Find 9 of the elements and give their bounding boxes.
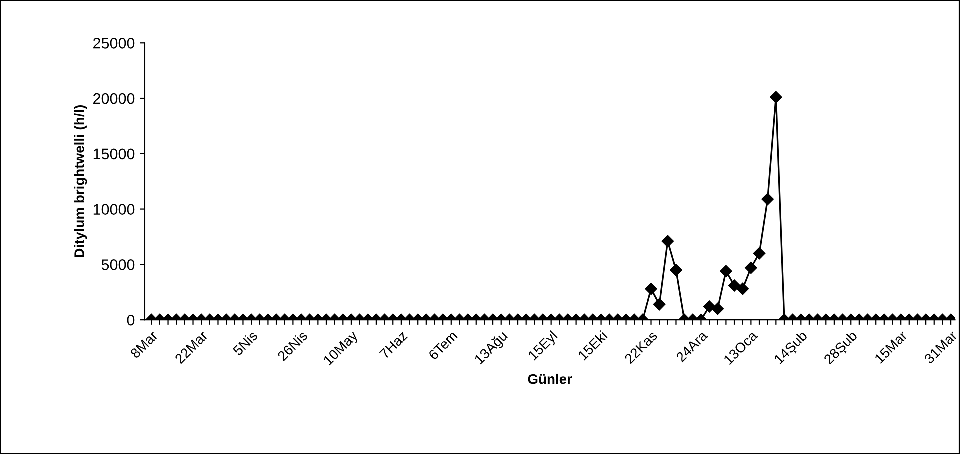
y-tick-label: 10000 [94, 204, 135, 215]
y-tick-label: 25000 [94, 38, 135, 49]
y-tick-label: 0 [127, 314, 135, 326]
y-tick-label: 20000 [94, 93, 135, 104]
y-tick-label: 15000 [94, 148, 135, 160]
x-tick-label: 5Nis [232, 330, 258, 356]
x-axis-title: Günler [528, 374, 572, 384]
y-axis-title: Ditylum brightwelli (h/l) [74, 106, 88, 258]
y-tick-label: 5000 [102, 260, 135, 270]
